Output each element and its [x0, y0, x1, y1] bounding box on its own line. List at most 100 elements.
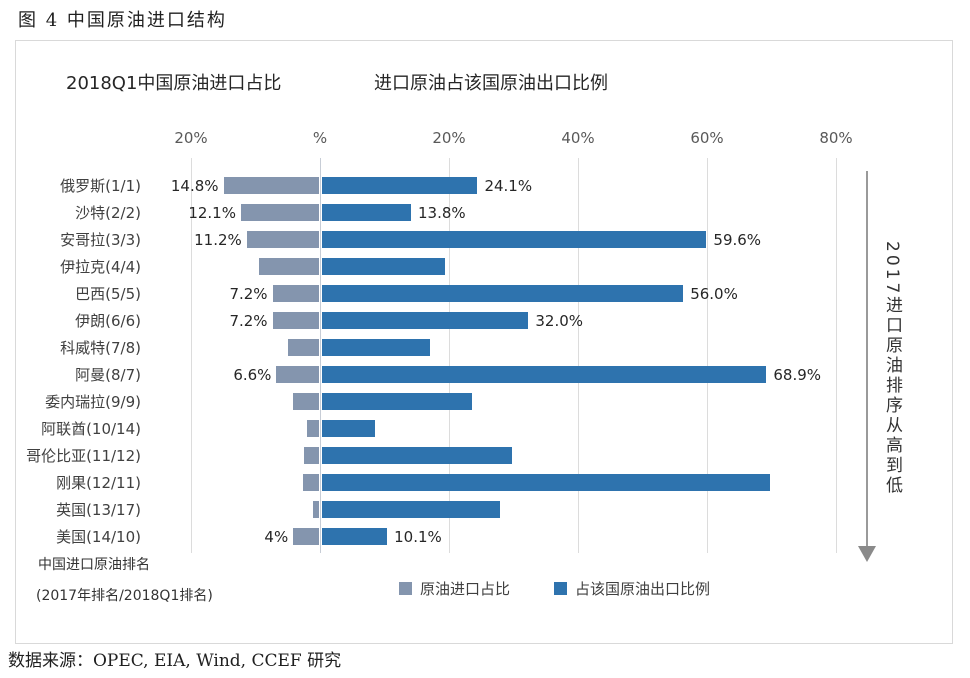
- ranking-arrow-line: [866, 171, 868, 547]
- category-label: 委内瑞拉(9/9): [45, 393, 141, 411]
- axis-tick-label: 40%: [561, 129, 595, 147]
- import-share-bar: [259, 258, 319, 275]
- export-share-bar: [322, 177, 478, 194]
- axis-tick-label: 60%: [690, 129, 724, 147]
- right-axis-title: 进口原油占该国原油出口比例: [374, 73, 608, 94]
- export-share-bar: [322, 447, 513, 464]
- import-share-value: 12.1%: [188, 203, 236, 222]
- axis-tick-label: 80%: [819, 129, 853, 147]
- gridline: [707, 158, 708, 553]
- export-share-value: 68.9%: [773, 365, 822, 384]
- category-label: 阿联酋(10/14): [41, 420, 141, 438]
- import-share-bar: [246, 231, 319, 248]
- bar-rows: 俄罗斯(1/1) 14.8% 24.1% 沙特(2/2) 12.1% 13.8% 安哥拉(3…: [16, 172, 952, 550]
- export-share-bar: [322, 312, 529, 329]
- gridline: [449, 158, 450, 553]
- footnote-ranking: 中国进口原油排名: [38, 557, 150, 573]
- import-share-zone: 4%: [141, 528, 319, 546]
- import-share-bar: [304, 447, 319, 464]
- export-share-bar: [322, 501, 501, 518]
- export-share-zone: [322, 474, 952, 491]
- axis-tick-label: 20%: [432, 129, 466, 147]
- zero-axis-line: [320, 158, 321, 553]
- import-share-zone: 12.1%: [141, 204, 319, 222]
- import-share-zone: [141, 474, 319, 491]
- export-share-zone: [322, 258, 952, 275]
- export-share-value: 24.1%: [484, 176, 533, 195]
- import-share-zone: 7.2%: [141, 285, 319, 303]
- export-share-zone: 56.0%: [322, 285, 952, 303]
- export-share-zone: [322, 420, 952, 437]
- category-label: 安哥拉(3/3): [60, 231, 141, 249]
- axis-tick-label: 20%: [174, 129, 208, 147]
- export-share-bar: [322, 231, 707, 248]
- chart-row: 伊朗(6/6) 7.2% 32.0%: [16, 307, 952, 334]
- chart-row: 哥伦比亚(11/12): [16, 442, 952, 469]
- import-share-bar: [223, 177, 319, 194]
- legend-label: 占该国原油出口比例: [575, 580, 711, 598]
- import-share-bar: [292, 393, 319, 410]
- category-label: 俄罗斯(1/1): [60, 177, 141, 195]
- gridline: [191, 158, 192, 553]
- chart-row: 美国(14/10) 4% 10.1%: [16, 523, 952, 550]
- category-label: 英国(13/17): [56, 501, 141, 519]
- import-share-zone: [141, 420, 319, 437]
- export-share-zone: 59.6%: [322, 231, 952, 249]
- import-share-value: 14.8%: [170, 176, 219, 195]
- import-share-bar: [272, 285, 319, 302]
- export-share-zone: 10.1%: [322, 528, 952, 546]
- export-share-zone: 68.9%: [322, 366, 952, 384]
- figure-title: 图 4 中国原油进口结构: [18, 10, 227, 31]
- export-share-bar: [322, 258, 445, 275]
- category-label: 巴西(5/5): [75, 285, 141, 303]
- import-share-zone: 11.2%: [141, 231, 319, 249]
- gridline: [578, 158, 579, 553]
- export-share-zone: 24.1%: [322, 177, 952, 195]
- import-share-zone: 6.6%: [141, 366, 319, 384]
- chart-panel: 2018Q1中国原油进口占比 进口原油占该国原油出口比例 20%% 20% 40% 6…: [15, 40, 953, 644]
- export-share-zone: 13.8%: [322, 204, 952, 222]
- category-label: 刚果(12/11): [56, 474, 141, 492]
- export-share-zone: [322, 501, 952, 518]
- import-share-bar: [272, 312, 319, 329]
- chart-row: 俄罗斯(1/1) 14.8% 24.1%: [16, 172, 952, 199]
- import-share-bar: [302, 474, 319, 491]
- left-axis-title: 2018Q1中国原油进口占比: [66, 73, 282, 94]
- export-share-zone: [322, 393, 952, 410]
- export-share-bar: [322, 474, 771, 491]
- export-share-value: 32.0%: [535, 311, 584, 330]
- legend-item: 原油进口占比: [399, 578, 510, 599]
- category-label: 美国(14/10): [56, 528, 141, 546]
- export-share-value: 10.1%: [394, 527, 442, 546]
- chart-row: 英国(13/17): [16, 496, 952, 523]
- export-share-value: 59.6%: [713, 230, 762, 249]
- category-label: 伊拉克(4/4): [60, 258, 141, 276]
- import-share-value: 7.2%: [229, 284, 268, 303]
- export-share-bar: [322, 528, 388, 545]
- import-share-bar: [276, 366, 319, 383]
- import-share-zone: [141, 501, 319, 518]
- import-share-bar: [306, 420, 319, 437]
- chart-row: 巴西(5/5) 7.2% 56.0%: [16, 280, 952, 307]
- legend-swatch-icon: [554, 582, 568, 595]
- category-label: 沙特(2/2): [75, 204, 141, 222]
- export-share-zone: [322, 447, 952, 464]
- category-label: 阿曼(8/7): [75, 366, 141, 384]
- export-share-zone: [322, 339, 952, 356]
- import-share-bar: [288, 339, 319, 356]
- chart-row: 伊拉克(4/4): [16, 253, 952, 280]
- export-share-bar: [322, 393, 473, 410]
- export-share-bar: [322, 285, 684, 302]
- ordering-note: 2017进口原油排序从高到低: [882, 241, 902, 497]
- ranking-arrow-head-icon: [858, 546, 876, 562]
- export-share-value: 56.0%: [690, 284, 738, 303]
- chart-row: 委内瑞拉(9/9): [16, 388, 952, 415]
- export-share-bar: [322, 366, 767, 383]
- import-share-zone: 7.2%: [141, 312, 319, 330]
- import-share-value: 7.2%: [229, 311, 268, 330]
- import-share-zone: [141, 393, 319, 410]
- import-share-zone: [141, 258, 319, 275]
- import-share-bar: [293, 528, 319, 545]
- export-share-zone: 32.0%: [322, 312, 952, 330]
- chart-row: 沙特(2/2) 12.1% 13.8%: [16, 199, 952, 226]
